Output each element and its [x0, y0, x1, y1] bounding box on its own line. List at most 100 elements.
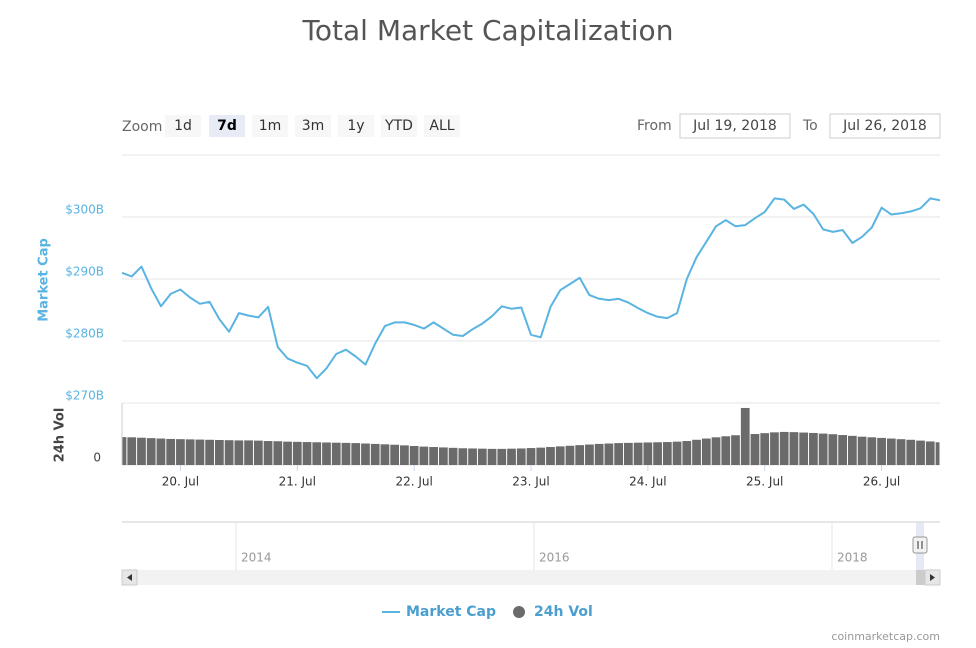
volume-bar — [351, 443, 361, 465]
volume-bar — [185, 439, 195, 465]
arrow-left — [127, 574, 132, 581]
volume-bar — [283, 441, 292, 465]
zoom-button[interactable] — [338, 115, 374, 137]
legend-label[interactable]: Market Cap — [406, 604, 496, 620]
navigator-label: 2016 — [539, 551, 570, 565]
volume-bar — [448, 447, 458, 465]
volume-bar — [127, 437, 137, 465]
volume-bar — [215, 439, 224, 465]
volume-bar — [361, 443, 370, 465]
volume-bar — [633, 442, 643, 465]
volume-bar — [701, 438, 711, 465]
volume-bar — [721, 436, 731, 465]
volume-bar — [429, 447, 438, 465]
volume-bar — [916, 440, 925, 465]
volume-bar — [789, 432, 799, 465]
volume-bar — [750, 434, 760, 465]
x-tick-label: 20. Jul — [162, 475, 199, 489]
zoom-button[interactable] — [209, 115, 245, 137]
navigator-handle[interactable] — [912, 536, 928, 554]
volume-bar — [770, 432, 779, 465]
volume-bar — [122, 437, 127, 465]
volume-bar — [653, 442, 662, 465]
to-input[interactable] — [829, 113, 941, 139]
volume-bar — [682, 441, 692, 465]
volume-bar — [224, 440, 234, 465]
zoom-button[interactable] — [165, 115, 201, 137]
volume-bar — [292, 441, 302, 465]
volume-bar — [458, 448, 468, 465]
volume-bar — [809, 432, 818, 465]
volume-bar — [692, 439, 701, 465]
volume-bar — [818, 433, 828, 465]
volume-bar — [536, 447, 546, 465]
from-value: Jul 19, 2018 — [692, 118, 777, 134]
to-value: Jul 26, 2018 — [842, 118, 927, 134]
volume-bar — [380, 444, 390, 465]
volume-bar — [477, 448, 487, 465]
volume-bar — [711, 437, 721, 465]
volume-bar — [146, 438, 156, 465]
volume-bar — [341, 442, 351, 465]
volume-bar — [662, 442, 672, 465]
market-cap-line — [121, 197, 941, 380]
legend-label[interactable]: 24h Vol — [534, 604, 593, 620]
volume-bar — [925, 441, 935, 465]
volume-bar — [419, 446, 429, 465]
volume-bar — [867, 437, 877, 465]
scrollbar-track[interactable] — [122, 570, 940, 585]
scrollbar-thumb[interactable] — [916, 570, 925, 585]
volume-bar — [195, 439, 205, 465]
volume-bar — [614, 443, 624, 465]
zoom-button[interactable] — [424, 115, 460, 137]
volume-bar — [137, 437, 146, 465]
volume-bar — [370, 443, 380, 465]
volume-bar — [253, 440, 263, 465]
volume-bar — [886, 438, 896, 465]
volume-bar — [604, 443, 614, 465]
y-axis-title: Market Cap — [37, 238, 52, 322]
volume-bar — [516, 448, 526, 465]
volume-bar — [760, 433, 770, 465]
y-tick-label: $270B — [65, 389, 104, 403]
from-input[interactable] — [679, 113, 791, 139]
volume-bar — [828, 434, 838, 465]
volume-bar — [468, 448, 477, 465]
volume-bar — [322, 442, 331, 465]
zoom-button-label: ALL — [429, 118, 454, 134]
legend-marker[interactable] — [513, 606, 525, 618]
volume-bar — [643, 442, 653, 465]
y-tick-label: $300B — [65, 203, 104, 217]
volume-bar — [176, 439, 185, 465]
volume-bar — [740, 407, 750, 465]
volume-bar — [799, 432, 809, 465]
y-tick-label: $290B — [65, 265, 104, 279]
navigator[interactable] — [122, 522, 940, 570]
volume-bar — [935, 442, 940, 465]
volume-bar — [487, 448, 497, 465]
volume-bar — [526, 448, 536, 465]
volume-bar — [624, 442, 633, 465]
volume-bar — [234, 440, 244, 465]
volume-bar — [847, 435, 857, 465]
zoom-button-label: 1m — [259, 118, 282, 134]
volume-bar — [575, 445, 585, 465]
volume-bar — [390, 444, 400, 465]
volume-bar — [497, 448, 507, 465]
y2-axis-title: 24h Vol — [53, 408, 68, 463]
volume-bar — [779, 431, 789, 465]
volume-bar — [546, 447, 555, 465]
volume-bar — [877, 437, 886, 465]
y-tick-label: $280B — [65, 327, 104, 341]
zoom-label: Zoom — [122, 119, 162, 135]
volume-bar — [302, 442, 312, 465]
x-tick-label: 23. Jul — [512, 475, 549, 489]
volume-bar — [555, 446, 565, 465]
zoom-button[interactable] — [252, 115, 288, 137]
zoom-button-label: YTD — [384, 118, 413, 134]
zoom-button[interactable] — [381, 115, 417, 137]
zoom-button[interactable] — [295, 115, 331, 137]
volume-bar — [273, 441, 283, 465]
volume-bar — [507, 448, 516, 465]
x-tick-label: 21. Jul — [279, 475, 316, 489]
